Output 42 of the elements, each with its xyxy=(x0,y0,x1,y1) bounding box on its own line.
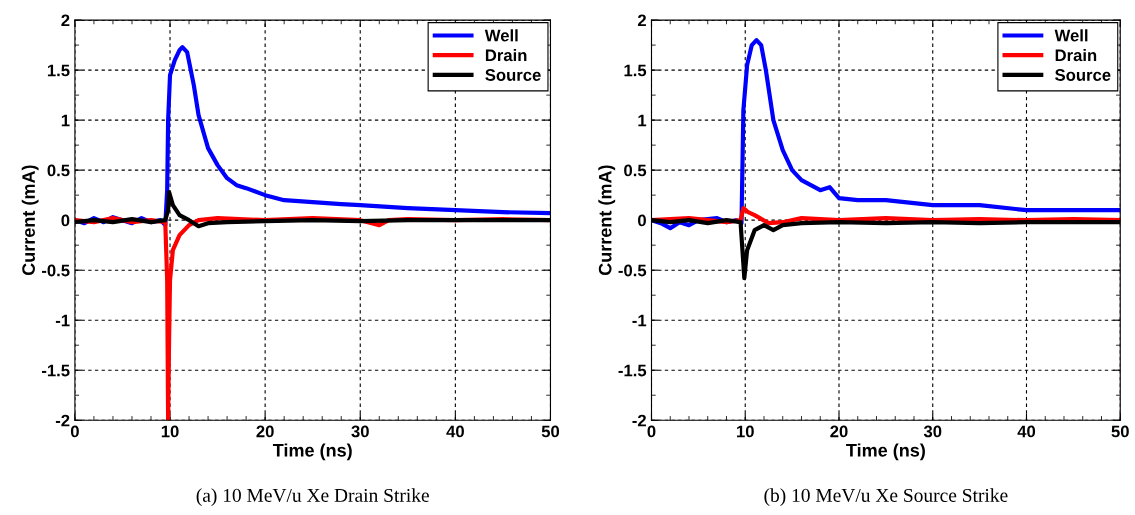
x-tick-label: 20 xyxy=(830,425,848,438)
x-tick-label: 0 xyxy=(647,425,656,438)
y-tick-label: 0 xyxy=(61,214,70,227)
y-tick-label: 1 xyxy=(61,114,70,127)
y-tick-label: -1.5 xyxy=(41,364,70,377)
text: (a) 10 MeV/u Xe Drain Strike xyxy=(196,488,429,506)
y-tick-label: 2 xyxy=(61,14,70,27)
x-axis-title: Time (ns) xyxy=(272,443,352,461)
y-tick-label: -1.5 xyxy=(618,364,647,377)
x-axis-title: Time (ns) xyxy=(846,443,925,461)
x-tick-label: 10 xyxy=(161,425,179,438)
legend-label: Well xyxy=(1054,29,1088,42)
y-tick-label: 1 xyxy=(638,114,647,127)
y-axis-title: Current (mA) xyxy=(598,165,616,276)
legend-label: Source xyxy=(1055,69,1111,81)
y-tick-label: -2 xyxy=(632,414,646,427)
text: (b) 10 MeV/u Xe Source Strike xyxy=(764,488,1008,506)
y-tick-label: 2 xyxy=(637,14,646,27)
x-tick-label: 0 xyxy=(70,425,79,438)
legend-label: Source xyxy=(485,69,541,81)
y-tick-label: 1.5 xyxy=(624,64,647,77)
y-tick-label: 0.5 xyxy=(624,164,647,177)
y-tick-label: -1 xyxy=(55,314,70,327)
y-tick-label: 0.5 xyxy=(47,164,70,177)
y-tick-label: 0 xyxy=(638,214,646,227)
x-tick-label: 40 xyxy=(1017,425,1036,438)
x-tick-label: 50 xyxy=(1111,425,1129,438)
legend-label: Well xyxy=(484,29,518,42)
x-tick-label: 50 xyxy=(541,425,560,438)
x-tick-label: 40 xyxy=(446,425,464,438)
x-tick-label: 30 xyxy=(923,425,942,438)
x-tick-label: 10 xyxy=(737,425,754,438)
y-tick-label: -2 xyxy=(55,414,70,427)
y-tick-label: -0.5 xyxy=(618,264,647,277)
legend-label: Drain xyxy=(1055,48,1097,62)
x-tick-label: 20 xyxy=(256,425,274,438)
y-tick-label: 1.5 xyxy=(47,64,70,77)
legend-label: Drain xyxy=(485,48,527,62)
x-tick-label: 30 xyxy=(351,425,369,438)
y-axis-title: Current (mA) xyxy=(21,165,39,276)
y-tick-label: -0.5 xyxy=(41,264,70,277)
y-tick-label: -1 xyxy=(632,314,647,327)
